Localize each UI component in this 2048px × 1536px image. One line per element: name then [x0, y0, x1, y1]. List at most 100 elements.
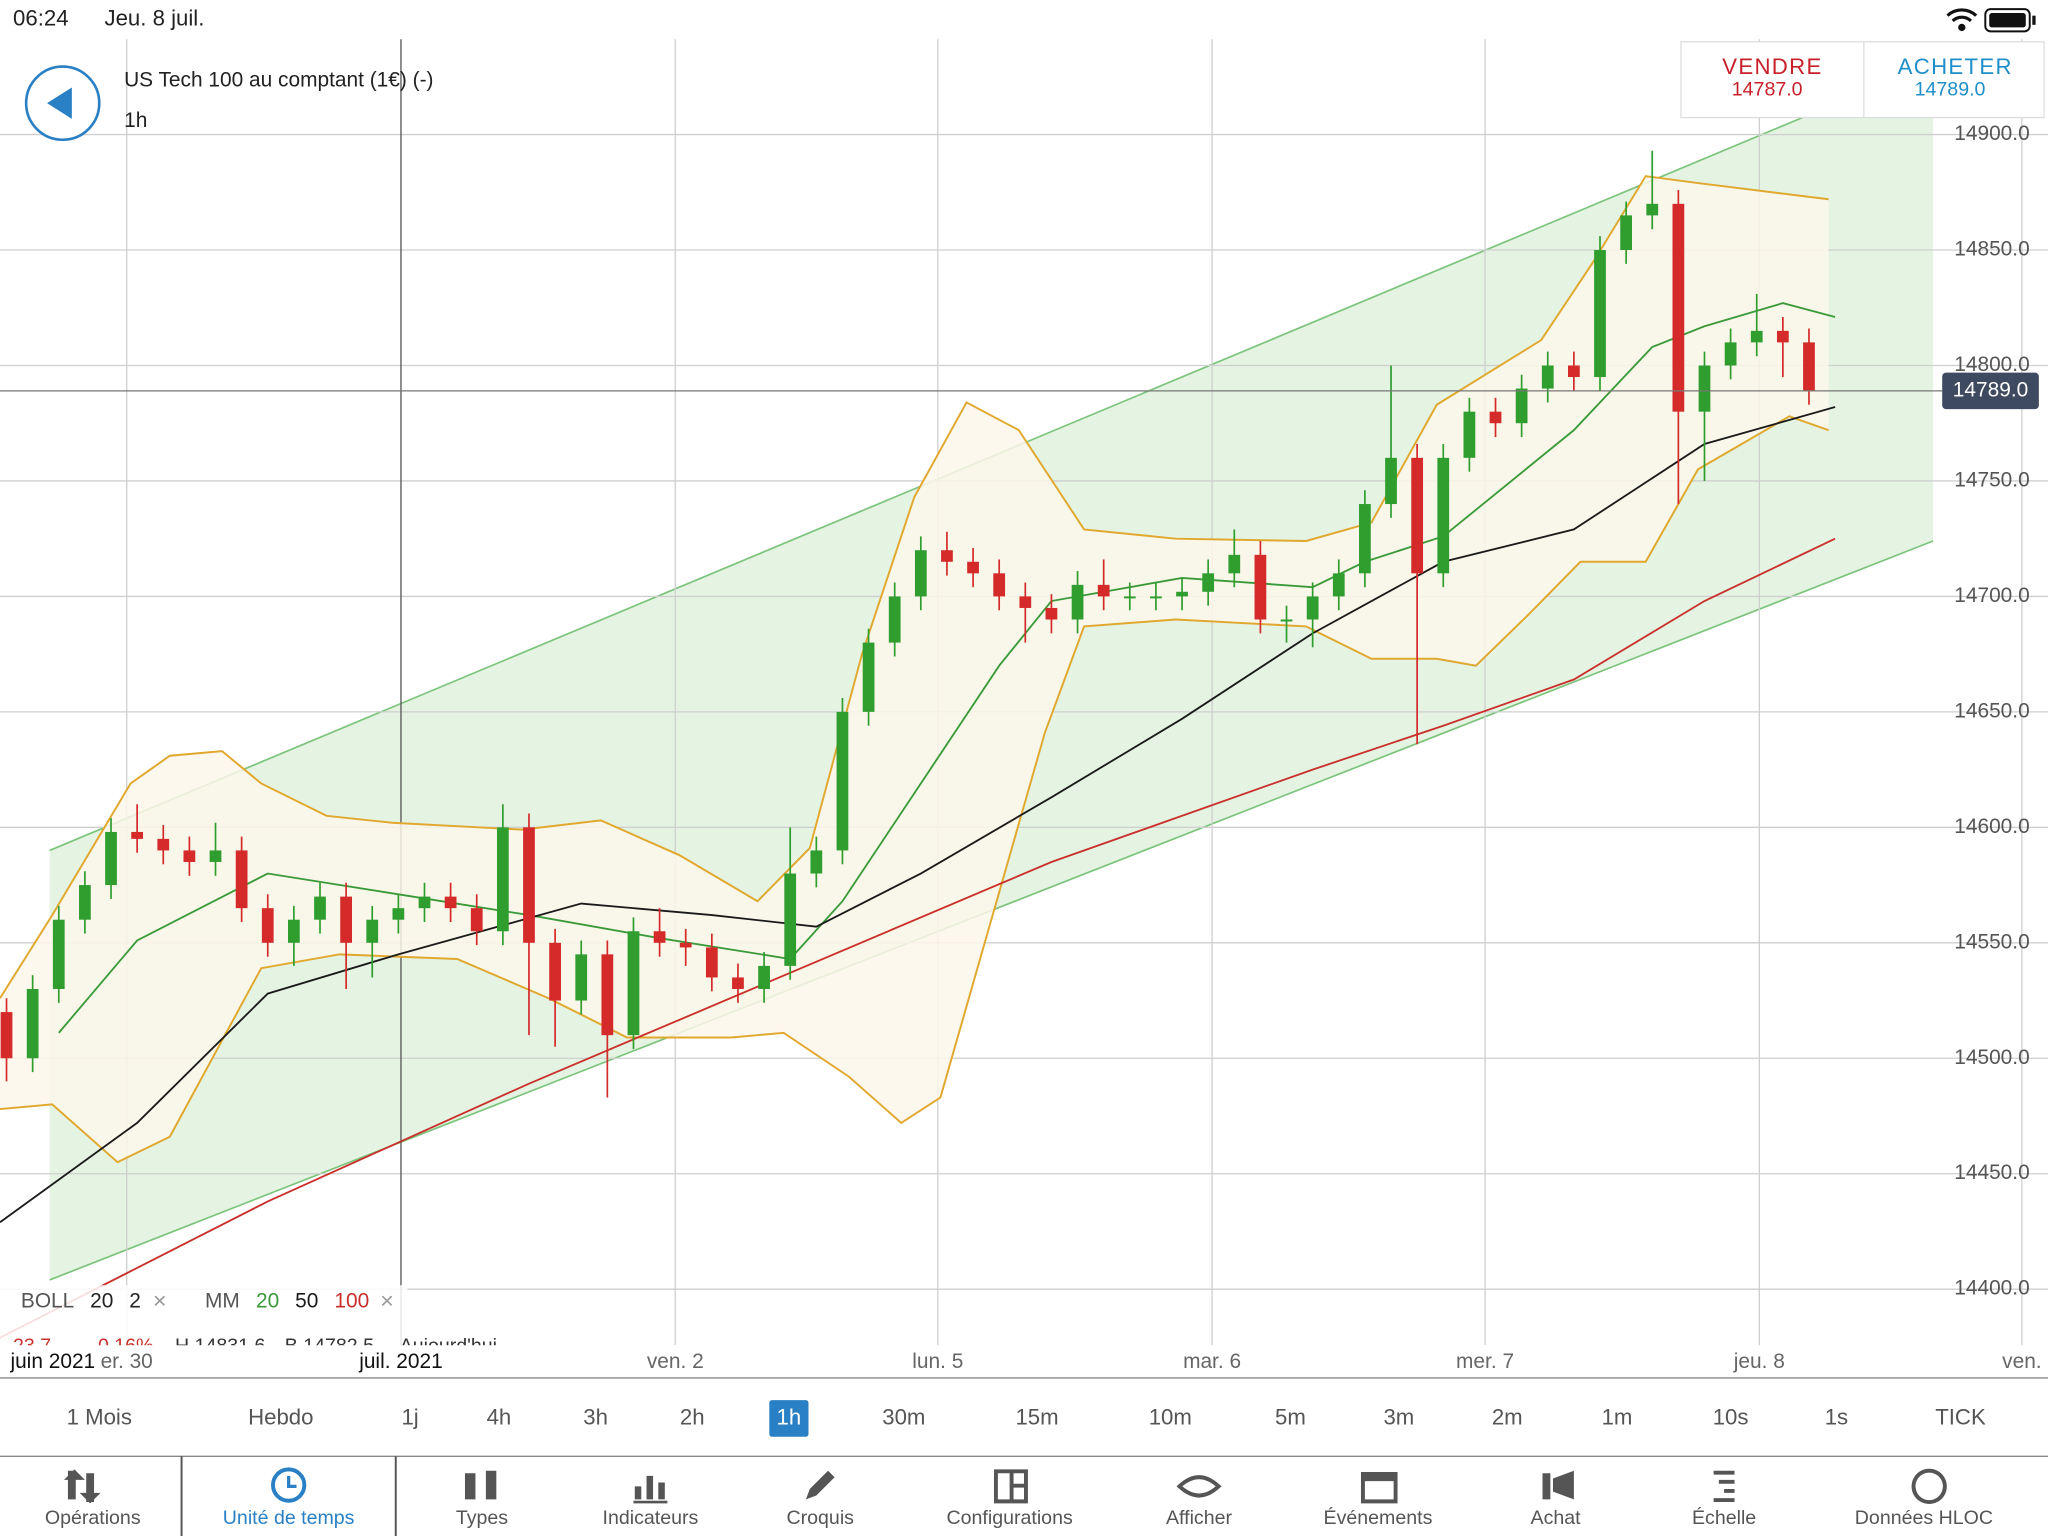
candle-body: [1568, 365, 1580, 378]
back-button[interactable]: [24, 65, 101, 142]
x-tick-label: mer. 7: [1456, 1350, 1514, 1373]
candle-body: [314, 896, 326, 920]
candle-body: [653, 931, 666, 943]
timeframe-option[interactable]: 10m: [1149, 1404, 1192, 1429]
y-tick-label: 14450.0: [1954, 1161, 2029, 1184]
buy-label[interactable]: ACHETER: [1898, 54, 2013, 79]
wifi-icon: [1946, 8, 1978, 32]
candle-body: [1019, 596, 1032, 608]
last-price-badge: [1942, 372, 2039, 410]
candle-body: [209, 850, 222, 862]
timeframe-option[interactable]: 5m: [1275, 1404, 1306, 1429]
candle-body: [914, 550, 927, 597]
candle-body: [1228, 554, 1241, 574]
timeframe-option[interactable]: 2h: [680, 1404, 705, 1429]
toolbar-item[interactable]: Croquis: [787, 1507, 855, 1529]
candle-body: [627, 931, 640, 1036]
candle-body: [0, 1012, 13, 1059]
toolbar-item[interactable]: Opérations: [45, 1507, 141, 1529]
timeframe-option[interactable]: 1m: [1602, 1404, 1633, 1429]
legend-box: [0, 1285, 408, 1346]
toolbar-icon: [993, 1469, 1028, 1504]
candle-body: [105, 831, 117, 886]
date: Jeu. 8 juil.: [104, 5, 204, 30]
timeframe-label: 1h: [124, 109, 147, 132]
legend-period: 20: [256, 1290, 279, 1313]
x-tick-label: jeu. 8: [1733, 1350, 1785, 1373]
candle-body: [157, 838, 170, 851]
timeframe-option[interactable]: 4h: [487, 1404, 512, 1429]
candle-body: [340, 896, 352, 943]
candle-body: [1750, 330, 1763, 343]
toolbar-item[interactable]: Unité de temps: [223, 1507, 355, 1529]
legend-period: 100: [334, 1290, 369, 1313]
candle-body: [470, 908, 483, 932]
candle-body: [1541, 365, 1554, 389]
toolbar-item[interactable]: Types: [456, 1507, 508, 1529]
toolbar: Opérations Unité de temps Types Indicateurs…: [45, 1456, 1993, 1536]
toolbar-item[interactable]: Configurations: [947, 1507, 1073, 1529]
moving-average: [0, 537, 1836, 1339]
timeframe-bar: 1 Mois Hebdo 1j 4h 3h 2h 1h 30m 15m 10m 5m 3m 2m 1m 10…: [67, 1400, 1986, 1437]
candle-body: [1071, 584, 1084, 620]
sell-label[interactable]: VENDRE: [1722, 54, 1822, 79]
sell-button[interactable]: VENDRE 14787.0: [1722, 54, 1822, 101]
toolbar-item[interactable]: Échelle: [1692, 1506, 1756, 1529]
bollinger-fill: [0, 176, 1829, 1163]
legend-close[interactable]: ×: [380, 1287, 394, 1313]
toolbar-icon: [1911, 1468, 1947, 1504]
timeframe-option[interactable]: 3h: [583, 1404, 608, 1429]
candle-body: [601, 954, 614, 1036]
candle-body: [235, 850, 248, 909]
y-tick-label: 14650.0: [1954, 699, 2029, 722]
candle-body: [392, 908, 405, 920]
timeframe-option[interactable]: 15m: [1015, 1404, 1058, 1429]
timeframe-option[interactable]: TICK: [1935, 1404, 1986, 1429]
candle-body: [1594, 250, 1606, 378]
toolbar-item[interactable]: Indicateurs: [603, 1507, 699, 1529]
candle-body: [1332, 573, 1345, 597]
plot-area: [0, 39, 2048, 1346]
timeframe-option[interactable]: 3m: [1383, 1404, 1414, 1429]
candle-body: [1672, 203, 1685, 412]
candle-body: [261, 908, 274, 943]
y-tick-label: 14600.0: [1954, 815, 2029, 838]
candle-body: [1254, 554, 1267, 620]
candle-body: [1803, 342, 1815, 391]
timeframe-option[interactable]: 2m: [1492, 1404, 1523, 1429]
toolbar-item[interactable]: Achat: [1531, 1507, 1582, 1529]
timeframe-option[interactable]: 1 Mois: [67, 1404, 132, 1429]
buy-price[interactable]: 14789.0: [1915, 78, 1986, 100]
x-tick-label: er. 30: [101, 1350, 153, 1373]
candle-body: [288, 919, 300, 943]
y-tick-label: 14550.0: [1954, 930, 2029, 953]
legend-close[interactable]: ×: [153, 1287, 167, 1313]
bollinger-upper: [0, 175, 1829, 999]
buy-button[interactable]: ACHETER 14789.0: [1898, 54, 2013, 101]
toolbar-item[interactable]: Événements: [1324, 1506, 1433, 1529]
timeframe-option[interactable]: 1j: [401, 1404, 418, 1429]
timeframe-option[interactable]: 1s: [1825, 1404, 1848, 1429]
candle-body: [418, 896, 431, 909]
candle-body: [444, 896, 457, 909]
sell-price[interactable]: 14787.0: [1732, 78, 1803, 100]
y-tick-label: 14850.0: [1954, 238, 2029, 261]
timeframe-option[interactable]: 1h: [777, 1404, 802, 1429]
toolbar-item[interactable]: Afficher: [1166, 1507, 1232, 1529]
y-tick-label: 14500.0: [1954, 1046, 2029, 1069]
candle-body: [1306, 596, 1319, 620]
toolbar-icon: [287, 1475, 297, 1488]
last-price-label: 14789.0: [1953, 378, 2028, 401]
candle-body: [941, 550, 953, 562]
candle-body: [1437, 457, 1450, 574]
summary-value: Aujourd'hui: [400, 1335, 497, 1357]
legend-param: 20: [90, 1290, 113, 1313]
timeframe-option[interactable]: 10s: [1713, 1404, 1749, 1429]
timeframe-option[interactable]: 30m: [882, 1404, 925, 1429]
legend-period: 50: [295, 1290, 318, 1313]
candle-body: [183, 850, 196, 862]
toolbar-item[interactable]: Données HLOC: [1855, 1507, 1993, 1529]
timeframe-option[interactable]: Hebdo: [248, 1404, 313, 1429]
candle-body: [1489, 411, 1502, 424]
